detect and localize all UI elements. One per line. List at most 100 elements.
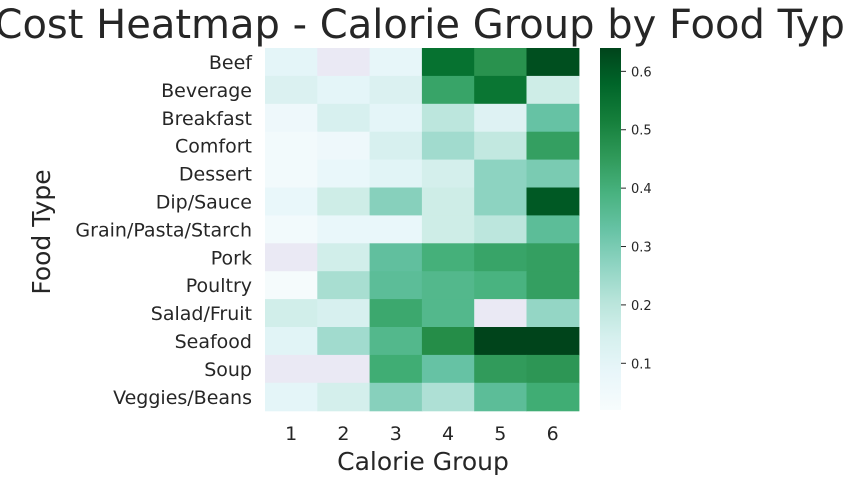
heatmap-cell (369, 103, 423, 133)
heatmap-cell (421, 382, 475, 412)
heatmap-cell (421, 103, 475, 133)
heatmap-cell (421, 215, 475, 244)
y-tick-label: Grain/Pasta/Starch (75, 219, 252, 241)
y-tick-label: Breakfast (162, 108, 252, 130)
heatmap-cells (265, 48, 580, 412)
heatmap-cell (421, 354, 475, 384)
heatmap-cell (526, 299, 580, 328)
colorbar-tick-label: 0.3 (631, 241, 652, 256)
heatmap-cell (474, 299, 528, 328)
heatmap-cell (474, 48, 528, 77)
heatmap-cell (369, 354, 423, 384)
heatmap-cell (526, 48, 580, 77)
heatmap-cell (369, 131, 423, 161)
heatmap-cell (369, 48, 423, 77)
heatmap-cell (369, 327, 423, 356)
heatmap-cell (421, 131, 475, 161)
heatmap-cell (369, 271, 423, 300)
x-tick-label: 1 (285, 423, 297, 445)
y-axis-label: Food Type (27, 169, 56, 294)
heatmap-cell (265, 354, 318, 384)
heatmap-cell (526, 327, 580, 356)
heatmap-cell (317, 131, 371, 161)
heatmap-cell (421, 243, 475, 272)
heatmap-cell (526, 382, 580, 412)
x-tick-labels: 1 2 3 4 5 6 (285, 423, 559, 445)
heatmap-cell (265, 48, 318, 77)
y-tick-label: Dip/Sauce (156, 191, 252, 213)
heatmap-cell (421, 327, 475, 356)
heatmap-cell (474, 103, 528, 133)
y-tick-labels: Beef Beverage Breakfast Comfort Dessert Dip/S… (75, 52, 253, 409)
colorbar (600, 48, 621, 410)
colorbar-tick-label: 0.1 (631, 357, 652, 372)
heatmap-cell (526, 159, 580, 189)
heatmap-cell (474, 187, 528, 216)
heatmap-cell (265, 327, 318, 356)
heatmap-cell (369, 382, 423, 412)
y-tick-label: Salad/Fruit (151, 303, 252, 325)
heatmap-cell (317, 103, 371, 133)
heatmap-cell (474, 131, 528, 161)
heatmap-cell (265, 382, 318, 412)
heatmap-cell (317, 48, 371, 77)
heatmap-cell (474, 215, 528, 244)
heatmap-cell (421, 187, 475, 216)
heatmap-cell (369, 187, 423, 216)
heatmap-cell (317, 271, 371, 300)
heatmap-cell (369, 75, 423, 105)
heatmap-cell (369, 215, 423, 244)
x-tick-label: 2 (337, 423, 349, 445)
heatmap-cell (317, 159, 371, 189)
heatmap-cell (317, 382, 371, 412)
heatmap-cell (526, 187, 580, 216)
heatmap-cell (474, 75, 528, 105)
heatmap-cell (421, 48, 475, 77)
y-tick-label: Beverage (161, 80, 252, 102)
heatmap-cell (369, 159, 423, 189)
chart-title: Cost Heatmap - Calorie Group by Food Typ… (0, 2, 846, 48)
heatmap-cell (526, 243, 580, 272)
heatmap-cell (526, 75, 580, 105)
x-tick-label: 4 (442, 423, 454, 445)
colorbar-ticks: 0.1 0.2 0.3 0.4 0.5 0.6 (621, 65, 652, 372)
heatmap-cell (526, 215, 580, 244)
y-tick-label: Comfort (175, 136, 252, 158)
colorbar-tick-label: 0.6 (631, 65, 652, 80)
heatmap-cell (317, 75, 371, 105)
heatmap-cell (421, 271, 475, 300)
heatmap-cell (265, 159, 318, 189)
heatmap-cell (265, 103, 318, 133)
heatmap-cell (474, 382, 528, 412)
y-tick-label: Beef (209, 52, 253, 74)
heatmap-cell (474, 327, 528, 356)
heatmap-cell (265, 75, 318, 105)
heatmap-cell (265, 271, 318, 300)
heatmap-cell (474, 271, 528, 300)
y-tick-label: Soup (204, 359, 252, 381)
x-tick-label: 5 (494, 423, 506, 445)
heatmap-cell (526, 103, 580, 133)
heatmap-cell (474, 354, 528, 384)
y-tick-label: Dessert (179, 164, 252, 186)
heatmap-cell (474, 243, 528, 272)
heatmap-cell (317, 215, 371, 244)
x-tick-label: 6 (547, 423, 559, 445)
heatmap-cell (265, 299, 318, 328)
heatmap-cell (265, 131, 318, 161)
y-tick-label: Poultry (186, 275, 252, 297)
heatmap-cell (369, 243, 423, 272)
heatmap-cell (265, 187, 318, 216)
heatmap-cell (317, 354, 371, 384)
y-tick-label: Veggies/Beans (113, 387, 252, 409)
colorbar-tick-label: 0.5 (631, 124, 652, 139)
heatmap-cell (421, 299, 475, 328)
colorbar-tick-label: 0.2 (631, 299, 652, 314)
heatmap-cell (317, 299, 371, 328)
heatmap-cell (421, 159, 475, 189)
heatmap-cell (526, 354, 580, 384)
heatmap-cell (369, 299, 423, 328)
heatmap-cell (317, 187, 371, 216)
heatmap-cell (265, 243, 318, 272)
